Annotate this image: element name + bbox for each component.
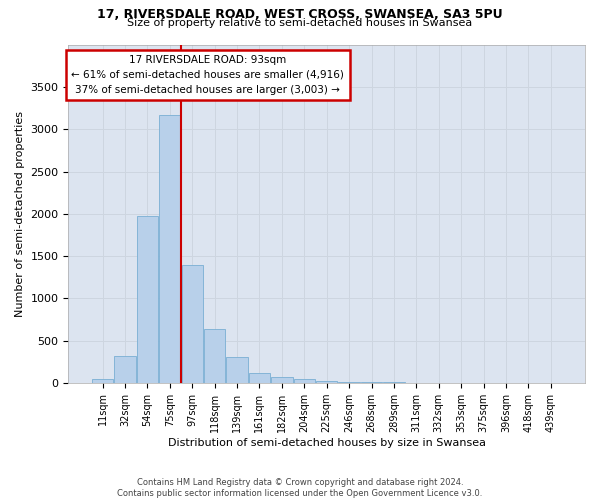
Bar bbox=[137, 216, 158, 382]
Text: Size of property relative to semi-detached houses in Swansea: Size of property relative to semi-detach… bbox=[127, 18, 473, 28]
Bar bbox=[226, 358, 248, 382]
Bar bbox=[92, 378, 113, 382]
Text: 17, RIVERSDALE ROAD, WEST CROSS, SWANSEA, SA3 5PU: 17, RIVERSDALE ROAD, WEST CROSS, SWANSEA… bbox=[97, 8, 503, 20]
Bar bbox=[204, 328, 225, 382]
Bar bbox=[115, 356, 136, 382]
Bar bbox=[182, 264, 203, 382]
Bar bbox=[293, 379, 315, 382]
Y-axis label: Number of semi-detached properties: Number of semi-detached properties bbox=[15, 111, 25, 317]
Bar bbox=[271, 377, 293, 382]
Bar bbox=[159, 115, 181, 382]
X-axis label: Distribution of semi-detached houses by size in Swansea: Distribution of semi-detached houses by … bbox=[168, 438, 486, 448]
Bar bbox=[249, 374, 270, 382]
Text: 17 RIVERSDALE ROAD: 93sqm
← 61% of semi-detached houses are smaller (4,916)
37% : 17 RIVERSDALE ROAD: 93sqm ← 61% of semi-… bbox=[71, 55, 344, 94]
Text: Contains HM Land Registry data © Crown copyright and database right 2024.
Contai: Contains HM Land Registry data © Crown c… bbox=[118, 478, 482, 498]
Bar bbox=[316, 381, 337, 382]
